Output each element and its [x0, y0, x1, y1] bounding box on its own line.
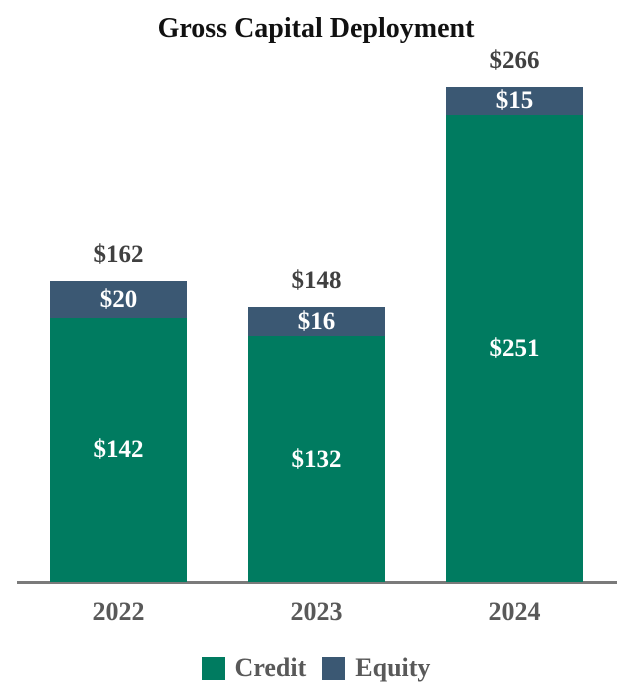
- plot-area: $162 $20 $142 $148 $16 $132 $266 $15 $251: [17, 48, 617, 584]
- total-label: $162: [93, 240, 144, 268]
- segment-label: $20: [99, 285, 138, 313]
- chart-title: Gross Capital Deployment: [157, 13, 475, 44]
- segment-label: $251: [489, 334, 540, 362]
- x-axis-line: [17, 581, 617, 584]
- equity-segment: $15: [446, 87, 583, 115]
- credit-segment: $251: [446, 114, 583, 582]
- segment-label: $142: [93, 436, 144, 464]
- bar-stack: $16 $132: [248, 306, 385, 582]
- bar-group-2022: $162 $20 $142: [50, 242, 187, 582]
- equity-segment: $16: [248, 306, 385, 337]
- legend-label: Credit: [234, 653, 307, 682]
- total-label: $266: [489, 47, 540, 75]
- x-axis-label-2023: 2023: [290, 597, 343, 626]
- segment-label: $132: [291, 445, 342, 473]
- x-axis-label-2024: 2024: [488, 597, 541, 626]
- legend-swatch-icon: [201, 656, 225, 680]
- legend-item-equity: Equity: [322, 655, 430, 681]
- bar-group-2024: $266 $15 $251: [446, 48, 583, 582]
- bar-group-2023: $148 $16 $132: [248, 268, 385, 582]
- bar-stack: $20 $142: [50, 280, 187, 582]
- equity-segment: $20: [50, 280, 187, 318]
- total-label: $148: [291, 266, 342, 294]
- legend-swatch-icon: [322, 656, 346, 680]
- segment-label: $15: [495, 87, 534, 115]
- legend-item-credit: Credit: [201, 653, 307, 682]
- credit-segment: $132: [248, 336, 385, 582]
- x-axis-label-2022: 2022: [92, 597, 145, 626]
- credit-segment: $142: [50, 317, 187, 582]
- legend: Credit Equity: [0, 655, 632, 681]
- segment-label: $16: [297, 307, 336, 335]
- legend-label: Equity: [355, 653, 431, 682]
- bar-stack: $15 $251: [446, 87, 583, 582]
- x-axis-labels: 2022 2023 2024: [0, 597, 632, 632]
